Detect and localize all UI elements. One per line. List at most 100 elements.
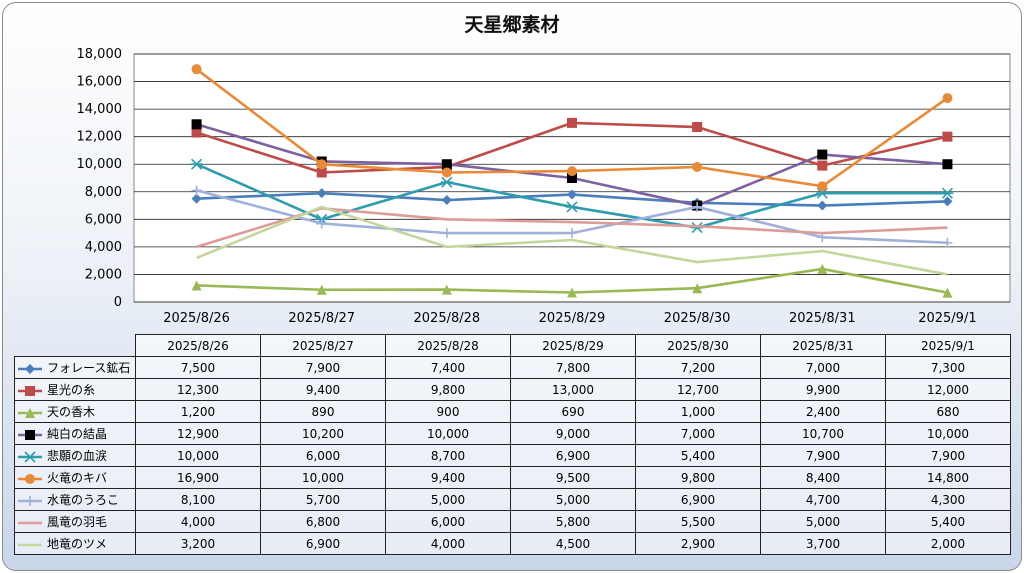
data-point — [316, 284, 327, 295]
table-row: 天の香木 1,200 890 900 690 1,000 2,400 680 — [14, 400, 1011, 423]
legend-marker — [25, 495, 35, 506]
legend-marker — [25, 473, 35, 484]
data-point — [567, 173, 577, 183]
legend-entry: 風竜の羽毛 — [14, 510, 136, 533]
table-cell: 10,700 — [760, 422, 886, 445]
table-cell: 9,500 — [510, 466, 636, 489]
line-chart: 0 2,000 4,000 6,000 8,000 10,000 12,000 14,000 1… — [77, 47, 1011, 326]
data-point — [692, 161, 703, 172]
data-point — [191, 280, 202, 291]
table-cell: 3,700 — [760, 532, 886, 555]
legend-entry: 悲願の血涙 — [14, 444, 136, 467]
table-cell: 9,000 — [510, 422, 636, 445]
x-tick-label: 2025/8/30 — [664, 311, 731, 326]
table-cell: 2,900 — [635, 532, 761, 555]
series-name: 地竜のツメ — [47, 537, 108, 551]
table-cell: 7,200 — [635, 356, 761, 379]
y-tick-label: 10,000 — [77, 157, 123, 172]
table-cell: 12,700 — [635, 378, 761, 401]
table-cell: 9,400 — [260, 378, 386, 401]
table-cell: 6,900 — [260, 532, 386, 555]
table-cell: 7,900 — [260, 356, 386, 379]
table-cell: 3,200 — [135, 532, 261, 555]
x-tick-label: 2025/8/31 — [789, 311, 856, 326]
table-cell: 2,400 — [760, 400, 886, 423]
series-name: 風竜の羽毛 — [47, 515, 108, 529]
data-point — [567, 228, 577, 239]
table-cell: 10,000 — [135, 444, 261, 467]
data-point — [441, 228, 452, 239]
table-cell: 7,900 — [760, 444, 886, 467]
table-cell: 1,200 — [135, 400, 261, 423]
table-cell: 8,100 — [135, 488, 261, 511]
data-point — [190, 158, 203, 170]
series-6 — [191, 64, 953, 192]
table-cell: 9,900 — [760, 378, 886, 401]
series-7 — [191, 185, 953, 248]
y-tick-label: 14,000 — [77, 102, 123, 117]
table-cell: 7,000 — [760, 356, 886, 379]
table-cell: 12,900 — [135, 422, 261, 445]
data-point — [942, 131, 953, 142]
data-point — [316, 188, 327, 199]
data-point — [191, 193, 202, 204]
data-point — [692, 201, 703, 212]
table-date-header: 2025/8/29 — [510, 334, 636, 357]
table-cell: 2,000 — [885, 532, 1011, 555]
table-cell: 1,000 — [635, 400, 761, 423]
table-cell: 7,900 — [885, 444, 1011, 467]
series-name: 悲願の血涙 — [47, 449, 108, 463]
table-cell: 4,000 — [135, 510, 261, 533]
y-tick-label: 18,000 — [77, 47, 123, 62]
table-row: 火竜のキバ 16,900 10,000 9,400 9,500 9,800 8,400 14,… — [14, 466, 1011, 489]
table-cell: 680 — [885, 400, 1011, 423]
table-cell: 10,200 — [260, 422, 386, 445]
y-tick-label: 6,000 — [85, 212, 122, 227]
data-point — [567, 287, 577, 298]
table-cell: 690 — [510, 400, 636, 423]
table-cell: 9,800 — [635, 466, 761, 489]
data-point — [566, 201, 578, 213]
table-cell: 10,000 — [260, 466, 386, 489]
table-cell: 5,000 — [510, 488, 636, 511]
table-row: 風竜の羽毛 4,000 6,800 6,000 5,800 5,500 5,000 5,400 — [14, 510, 1011, 533]
table-cell: 6,000 — [385, 510, 511, 533]
table-date-header: 2025/8/26 — [135, 334, 261, 357]
data-point — [942, 287, 953, 298]
legend-key — [18, 363, 42, 374]
data-point — [316, 159, 327, 170]
series-name: フォレース鉱石 — [47, 361, 131, 375]
legend-key — [18, 429, 42, 440]
table-row: 星光の糸 12,300 9,400 9,800 13,000 12,700 9,900 12,… — [14, 378, 1011, 401]
table-date-header: 2025/8/31 — [760, 334, 886, 357]
legend-entry: 天の香木 — [14, 400, 136, 423]
table-date-header: 2025/8/30 — [635, 334, 761, 357]
series-name: 天の香木 — [47, 405, 96, 419]
table-cell: 4,300 — [885, 488, 1011, 511]
legend-marker — [25, 407, 35, 418]
y-tick-label: 12,000 — [77, 130, 123, 145]
table-row: フォレース鉱石 7,500 7,900 7,400 7,800 7,200 7,000 7,3… — [14, 356, 1011, 379]
legend-entry: 純白の結晶 — [14, 422, 136, 445]
table-cell: 7,500 — [135, 356, 261, 379]
series-name: 純白の結晶 — [47, 427, 108, 441]
data-point — [316, 218, 327, 229]
legend-marker — [25, 429, 35, 440]
series-9 — [196, 205, 948, 276]
legend-key — [18, 407, 42, 418]
series-line — [196, 205, 948, 276]
data-point — [942, 196, 953, 207]
table-cell: 12,300 — [135, 378, 261, 401]
legend-entry: 地竜のツメ — [14, 532, 136, 555]
table-cell: 10,000 — [885, 422, 1011, 445]
x-tick-label: 2025/9/1 — [918, 311, 976, 326]
series-name: 水竜のうろこ — [47, 493, 120, 507]
legend-entry: 水竜のうろこ — [14, 488, 136, 511]
data-point — [191, 127, 202, 138]
table-cell: 900 — [385, 400, 511, 423]
table-row: 純白の結晶 12,900 10,200 10,000 9,000 7,000 10,700 1… — [14, 422, 1011, 445]
chart-title: 天星郷素材 — [464, 14, 560, 36]
legend-entry: 星光の糸 — [14, 378, 136, 401]
table-corner — [15, 335, 136, 357]
legend-key — [18, 543, 42, 546]
